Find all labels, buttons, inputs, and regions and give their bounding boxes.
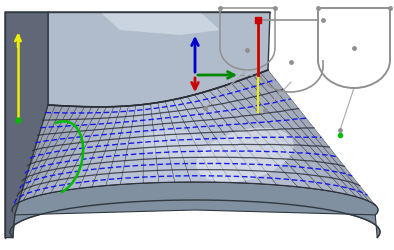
Polygon shape (209, 88, 311, 188)
Ellipse shape (196, 128, 294, 182)
Polygon shape (33, 107, 92, 197)
Polygon shape (10, 182, 380, 238)
Polygon shape (51, 107, 107, 193)
Polygon shape (246, 76, 364, 199)
Ellipse shape (140, 130, 210, 160)
Polygon shape (253, 73, 369, 202)
Polygon shape (180, 96, 247, 183)
Polygon shape (19, 106, 77, 202)
Polygon shape (79, 106, 121, 188)
Polygon shape (12, 105, 55, 211)
Polygon shape (224, 83, 334, 192)
Polygon shape (195, 93, 277, 185)
Polygon shape (158, 101, 191, 182)
Polygon shape (100, 12, 220, 35)
Polygon shape (121, 104, 143, 184)
Polygon shape (173, 98, 231, 182)
Polygon shape (239, 78, 357, 197)
Polygon shape (61, 107, 114, 191)
Polygon shape (12, 182, 378, 215)
Polygon shape (151, 102, 175, 182)
Polygon shape (15, 106, 70, 205)
Polygon shape (106, 105, 136, 186)
Polygon shape (231, 81, 348, 195)
Polygon shape (217, 86, 323, 190)
Polygon shape (165, 100, 215, 182)
Polygon shape (24, 106, 85, 200)
Polygon shape (261, 70, 375, 205)
Polygon shape (202, 90, 298, 187)
Polygon shape (13, 106, 63, 208)
Polygon shape (42, 107, 99, 195)
Polygon shape (48, 12, 270, 107)
Polygon shape (318, 8, 390, 60)
Polygon shape (187, 95, 262, 184)
Polygon shape (92, 106, 129, 187)
Polygon shape (5, 12, 48, 237)
Polygon shape (143, 104, 159, 183)
